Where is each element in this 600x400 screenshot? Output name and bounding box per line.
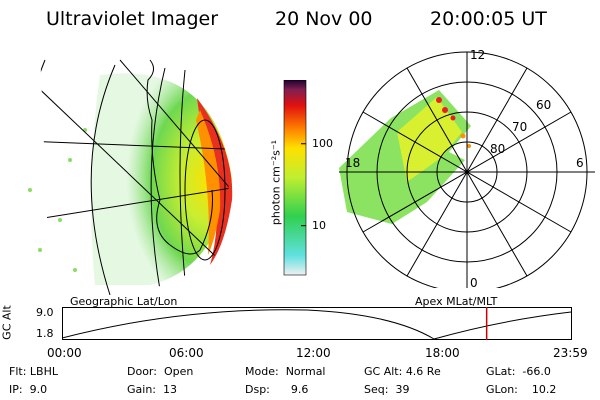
info-gcalt: GC Alt: 4.6 Re <box>364 365 441 378</box>
mlat-70-label: 70 <box>512 120 528 134</box>
mlt-18-label: 18 <box>345 156 361 170</box>
alt-ytick-top: 9.0 <box>36 306 54 319</box>
lat-lon-grid <box>40 59 229 296</box>
mlt-0-label: 0 <box>470 276 478 290</box>
x-tick-label: 06:00 <box>169 346 204 360</box>
mlt-6-label: 6 <box>576 156 584 170</box>
info-seq: Seq: 39 <box>364 383 410 396</box>
colorbar-tick-label: 10 <box>312 218 326 232</box>
info-glon: GLon: 10.2 <box>486 383 557 396</box>
date-label: 20 Nov 00 <box>275 8 373 30</box>
alt-plot-frame <box>62 307 572 340</box>
polar-plot <box>339 51 595 288</box>
altitude-plot <box>62 307 572 340</box>
coastline <box>146 59 213 255</box>
colorbar-unit-label: photon cm⁻²s⁻¹ <box>269 139 283 226</box>
time-label: 20:00:05 UT <box>430 8 547 30</box>
aurora-oval-red <box>197 98 233 265</box>
info-glat: GLat: -66.0 <box>486 365 551 378</box>
noise-dots <box>28 128 87 272</box>
apex-label: Apex MLat/MLT <box>415 295 498 308</box>
x-tick-label: 18:00 <box>425 346 460 360</box>
alt-ytick-bottom: 1.8 <box>36 327 54 340</box>
info-mode: Mode: Normal <box>245 365 326 378</box>
aurora-oval-orange <box>196 110 221 255</box>
info-door: Door: Open <box>127 365 194 378</box>
mlt-12-label: 12 <box>470 48 486 62</box>
geographic-label: Geographic Lat/Lon <box>70 295 178 308</box>
altitude-curve <box>62 309 572 340</box>
geographic-image <box>28 59 233 296</box>
polar-aurora-core <box>397 97 462 182</box>
instrument-title: Ultraviolet Imager <box>46 8 219 30</box>
colorbar <box>283 80 307 276</box>
colorbar-tick-label: 100 <box>312 136 333 150</box>
alt-ylabel: GC Alt <box>0 305 14 340</box>
x-tick-label: 23:59 <box>553 346 588 360</box>
polar-grid <box>339 51 595 288</box>
info-gain: Gain: 13 <box>127 383 177 396</box>
x-tick-label: 12:00 <box>296 346 331 360</box>
info-dsp: Dsp: 9.6 <box>245 383 309 396</box>
info-flt: Flt: LBHL <box>9 365 58 378</box>
mlat-60-label: 60 <box>536 98 552 112</box>
info-ip: IP: 9.0 <box>9 383 48 396</box>
polar-hotspots <box>436 97 456 121</box>
mlat-80-label: 80 <box>490 142 506 156</box>
x-tick-label: 00:00 <box>47 346 82 360</box>
